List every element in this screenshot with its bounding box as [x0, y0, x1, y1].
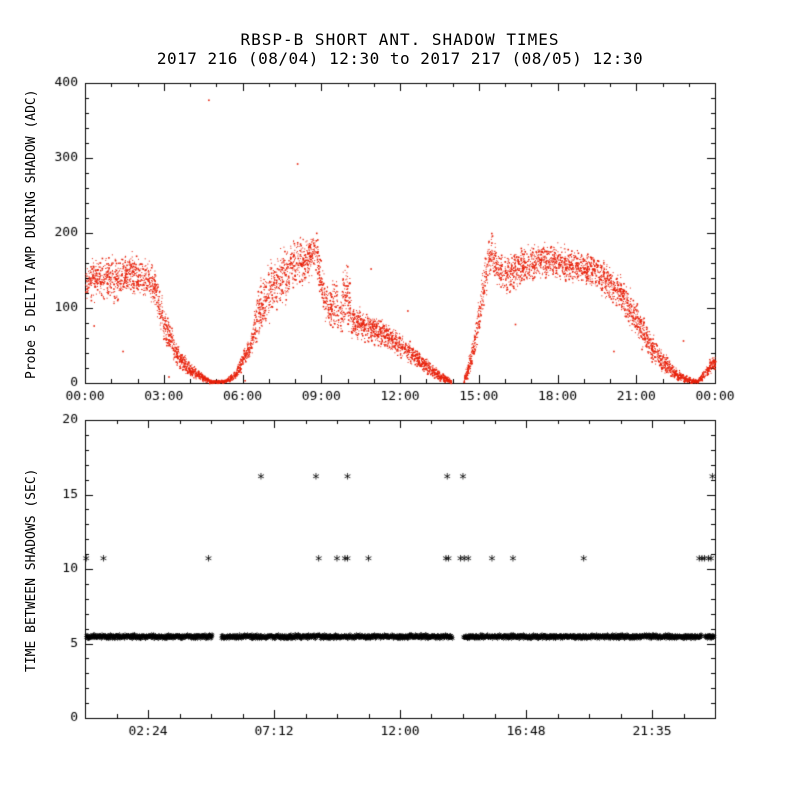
top-panel-ylabel: Probe 5 DELTA AMP DURING SHADOW (ADC) [24, 89, 39, 379]
chart-subtitle: 2017 216 (08/04) 12:30 to 2017 217 (08/0… [156, 49, 644, 68]
chart-title: RBSP-B SHORT ANT. SHADOW TIMES [240, 30, 560, 49]
bottom-panel-ylabel: TIME BETWEEN SHADOWS (SEC) [24, 468, 39, 673]
